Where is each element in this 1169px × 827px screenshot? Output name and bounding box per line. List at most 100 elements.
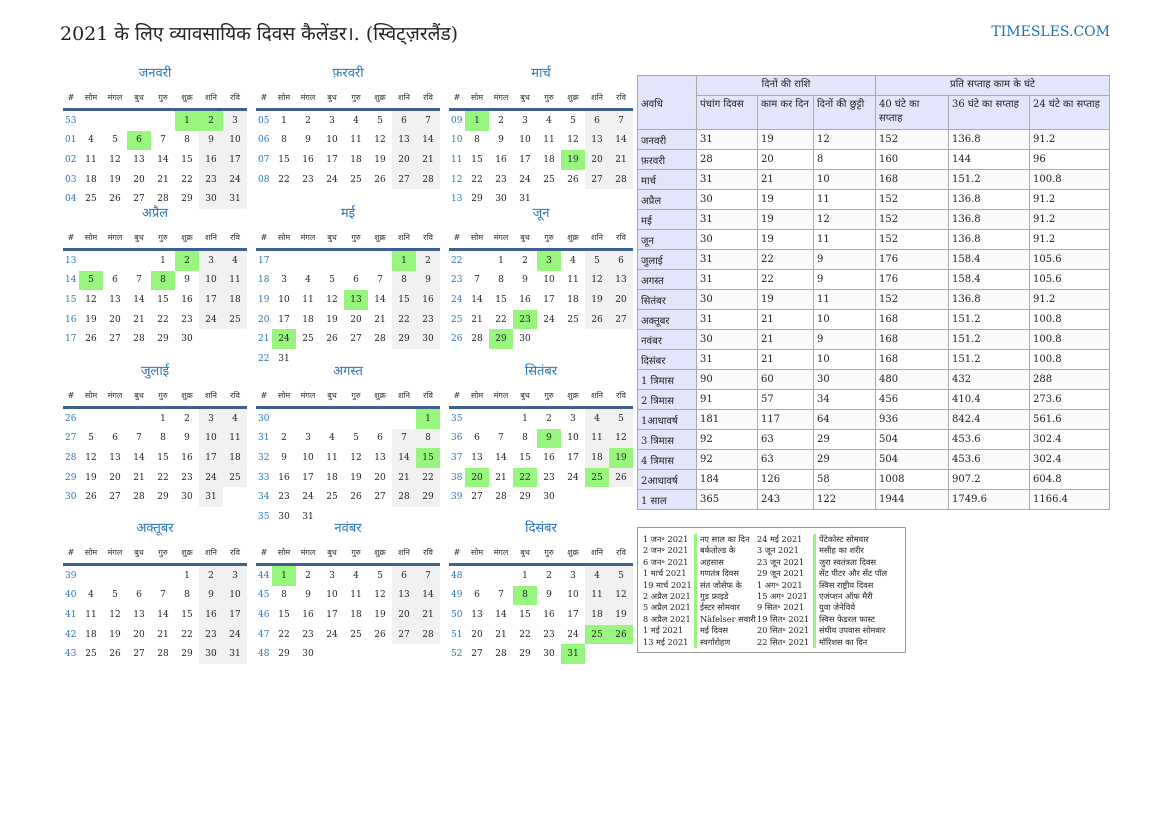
day-cell[interactable]: 3 xyxy=(223,564,247,586)
day-cell[interactable] xyxy=(392,408,416,429)
day-cell[interactable]: 3 xyxy=(570,413,576,424)
day-cell[interactable]: 16 xyxy=(543,609,555,620)
day-cell[interactable]: 23 xyxy=(513,309,537,330)
day-cell[interactable] xyxy=(392,644,416,664)
day-cell[interactable]: 21 xyxy=(133,314,145,325)
day-cell[interactable]: 27 xyxy=(609,309,633,330)
day-cell[interactable]: 7 xyxy=(609,109,633,131)
day-cell[interactable]: 10 xyxy=(199,428,223,449)
day-cell[interactable]: 18 xyxy=(223,448,247,468)
day-cell[interactable] xyxy=(127,408,151,429)
day-cell[interactable] xyxy=(151,565,175,586)
day-cell[interactable]: 9 xyxy=(199,585,223,606)
day-cell[interactable]: 15 xyxy=(157,294,169,305)
day-cell[interactable]: 4 xyxy=(570,255,576,266)
day-cell[interactable]: 1 xyxy=(160,413,166,424)
day-cell[interactable]: 18 xyxy=(85,174,97,185)
day-cell[interactable]: 28 xyxy=(133,334,145,345)
day-cell[interactable]: 18 xyxy=(350,154,362,165)
day-cell[interactable]: 2 xyxy=(522,255,528,266)
day-cell[interactable]: 17 xyxy=(567,609,579,620)
day-cell[interactable]: 29 xyxy=(157,334,169,345)
day-cell[interactable]: 7 xyxy=(377,275,383,286)
day-cell[interactable]: 27 xyxy=(109,334,121,345)
day-cell[interactable]: 28 xyxy=(609,169,633,190)
day-cell[interactable]: 10 xyxy=(567,590,579,601)
day-cell[interactable] xyxy=(103,408,127,429)
day-cell[interactable]: 16 xyxy=(495,154,507,165)
day-cell[interactable]: 5 xyxy=(112,590,118,601)
day-cell[interactable]: 16 xyxy=(543,452,555,463)
day-cell[interactable]: 28 xyxy=(471,334,483,345)
day-cell[interactable]: 22 xyxy=(278,629,290,640)
day-cell[interactable] xyxy=(489,565,513,586)
day-cell[interactable]: 5 xyxy=(570,115,576,126)
day-cell[interactable]: 4 xyxy=(353,115,359,126)
day-cell[interactable]: 31 xyxy=(561,644,585,664)
day-cell[interactable] xyxy=(320,250,344,271)
day-cell[interactable]: 6 xyxy=(392,109,416,131)
day-cell[interactable]: 21 xyxy=(609,150,633,170)
day-cell[interactable]: 9 xyxy=(546,590,552,601)
day-cell[interactable]: 2 xyxy=(546,413,552,424)
day-cell[interactable]: 11 xyxy=(85,609,97,620)
day-cell[interactable]: 24 xyxy=(223,624,247,645)
day-cell[interactable]: 8 xyxy=(281,135,287,146)
day-cell[interactable] xyxy=(199,329,223,349)
day-cell[interactable]: 24 xyxy=(199,467,223,488)
day-cell[interactable]: 3 xyxy=(329,115,335,126)
day-cell[interactable]: 28 xyxy=(157,649,169,660)
day-cell[interactable]: 16 xyxy=(278,472,290,483)
day-cell[interactable]: 9 xyxy=(281,452,287,463)
day-cell[interactable]: 3 xyxy=(537,249,561,271)
day-cell[interactable]: 27 xyxy=(133,649,145,660)
day-cell[interactable] xyxy=(368,644,392,664)
day-cell[interactable]: 20 xyxy=(392,150,416,170)
day-cell[interactable]: 23 xyxy=(181,472,193,483)
day-cell[interactable]: 29 xyxy=(392,329,416,349)
day-cell[interactable]: 15 xyxy=(278,609,290,620)
day-cell[interactable]: 21 xyxy=(374,314,386,325)
day-cell[interactable]: 25 xyxy=(567,314,579,325)
day-cell[interactable]: 9 xyxy=(498,135,504,146)
day-cell[interactable]: 5 xyxy=(79,270,103,291)
day-cell[interactable]: 25 xyxy=(85,649,97,660)
day-cell[interactable]: 27 xyxy=(392,169,416,190)
day-cell[interactable]: 19 xyxy=(326,314,338,325)
day-cell[interactable]: 3 xyxy=(223,109,247,131)
day-cell[interactable] xyxy=(151,110,175,131)
day-cell[interactable]: 22 xyxy=(278,174,290,185)
day-cell[interactable]: 4 xyxy=(88,135,94,146)
day-cell[interactable] xyxy=(127,565,151,586)
day-cell[interactable] xyxy=(585,329,609,349)
day-cell[interactable] xyxy=(223,329,247,349)
day-cell[interactable]: 29 xyxy=(471,194,483,205)
day-cell[interactable] xyxy=(344,644,368,664)
day-cell[interactable]: 2 xyxy=(281,433,287,444)
day-cell[interactable]: 31 xyxy=(199,487,223,507)
day-cell[interactable]: 28 xyxy=(374,334,386,345)
day-cell[interactable]: 11 xyxy=(585,428,609,449)
day-cell[interactable]: 12 xyxy=(85,452,97,463)
day-cell[interactable]: 25 xyxy=(326,492,338,503)
day-cell[interactable]: 2 xyxy=(175,249,199,271)
day-cell[interactable]: 17 xyxy=(199,448,223,468)
day-cell[interactable]: 20 xyxy=(109,314,121,325)
day-cell[interactable]: 11 xyxy=(585,585,609,606)
day-cell[interactable]: 29 xyxy=(181,649,193,660)
day-cell[interactable]: 11 xyxy=(85,154,97,165)
day-cell[interactable] xyxy=(609,644,633,664)
day-cell[interactable]: 21 xyxy=(416,605,440,625)
day-cell[interactable]: 12 xyxy=(567,135,579,146)
day-cell[interactable] xyxy=(272,408,296,429)
day-cell[interactable]: 13 xyxy=(392,130,416,151)
day-cell[interactable]: 6 xyxy=(585,109,609,131)
day-cell[interactable] xyxy=(537,329,561,349)
day-cell[interactable]: 2 xyxy=(416,249,440,271)
day-cell[interactable]: 13 xyxy=(374,452,386,463)
day-cell[interactable]: 30 xyxy=(181,492,193,503)
day-cell[interactable]: 11 xyxy=(302,294,314,305)
day-cell[interactable]: 12 xyxy=(609,585,633,606)
day-cell[interactable] xyxy=(416,644,440,664)
day-cell[interactable]: 4 xyxy=(546,115,552,126)
